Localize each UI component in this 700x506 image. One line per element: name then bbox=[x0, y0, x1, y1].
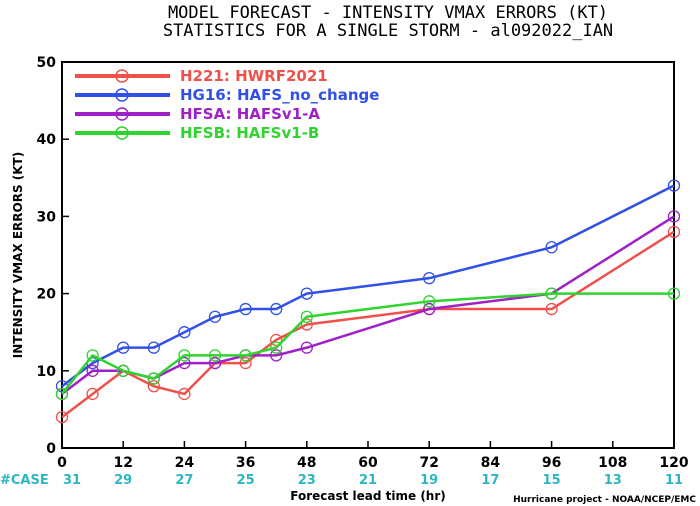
data-point bbox=[117, 341, 130, 354]
data-point bbox=[270, 333, 283, 347]
legend-item: HG16: HAFS_no_change bbox=[75, 86, 379, 104]
data-point bbox=[147, 341, 160, 354]
data-point bbox=[147, 380, 160, 393]
legend-item: HFSA: HAFSv1-A bbox=[75, 105, 320, 123]
case-count: 23 bbox=[298, 473, 316, 488]
series-line bbox=[61, 292, 674, 395]
data-point bbox=[208, 349, 222, 362]
case-count: 29 bbox=[114, 473, 132, 488]
data-point bbox=[545, 241, 558, 254]
data-point bbox=[208, 356, 222, 370]
data-point bbox=[239, 302, 252, 316]
case-count: 19 bbox=[420, 473, 438, 488]
legend-label: H221: HWRF2021 bbox=[180, 67, 328, 85]
x-tick-label: 60 bbox=[358, 455, 378, 471]
legend-item: H221: HWRF2021 bbox=[75, 67, 328, 85]
data-point bbox=[178, 349, 191, 362]
x-tick-label: 72 bbox=[419, 455, 438, 471]
series-line bbox=[61, 230, 675, 419]
x-tick-label: 84 bbox=[481, 455, 501, 471]
legend-swatch-marker bbox=[115, 107, 129, 121]
y-tick-label: 0 bbox=[46, 441, 56, 457]
data-point bbox=[208, 310, 222, 323]
chart-title-line1: MODEL FORECAST - INTENSITY VMAX ERRORS (… bbox=[168, 3, 608, 23]
series-line bbox=[61, 184, 675, 388]
data-point bbox=[423, 295, 436, 308]
case-count: 21 bbox=[359, 473, 377, 488]
data-point bbox=[667, 225, 681, 238]
series-3 bbox=[55, 287, 681, 401]
x-axis-ticks: 0 12 24 36 48 60 72 84 96 108 120 bbox=[57, 441, 689, 471]
x-tick-label: 120 bbox=[659, 455, 688, 471]
y-tick-label: 10 bbox=[37, 364, 57, 380]
case-count: 31 bbox=[63, 473, 81, 488]
legend-label: HFSB: HAFSv1-B bbox=[180, 124, 319, 142]
case-count: 11 bbox=[665, 473, 683, 488]
data-point bbox=[239, 356, 252, 370]
case-label: #CASE bbox=[0, 473, 49, 488]
x-axis-label: Forecast lead time (hr) bbox=[290, 489, 446, 503]
series-0 bbox=[55, 225, 681, 424]
data-point bbox=[300, 341, 313, 354]
x-tick-label: 96 bbox=[542, 455, 561, 471]
x-tick-label: 108 bbox=[598, 455, 627, 471]
y-tick-label: 30 bbox=[37, 209, 57, 225]
y-axis-label: INTENSITY VMAX ERRORS (KT) bbox=[11, 152, 25, 358]
y-tick-label: 20 bbox=[37, 287, 57, 303]
data-point bbox=[270, 349, 283, 362]
y-tick-label: 40 bbox=[37, 132, 57, 148]
y-axis-ticks: 0 10 20 30 40 50 bbox=[37, 55, 69, 457]
case-count: 13 bbox=[604, 473, 622, 488]
data-point bbox=[178, 356, 191, 370]
data-point bbox=[86, 364, 99, 377]
data-point bbox=[239, 349, 252, 362]
series-line bbox=[61, 215, 675, 395]
case-count: 15 bbox=[543, 473, 561, 488]
credit-text: Hurricane project - NOAA/NCEP/EMC bbox=[513, 495, 696, 505]
data-point bbox=[545, 287, 558, 300]
x-tick-label: 36 bbox=[236, 455, 255, 471]
data-point bbox=[667, 179, 681, 192]
data-point bbox=[300, 310, 313, 323]
y-tick-label: 50 bbox=[37, 55, 57, 71]
data-point bbox=[178, 387, 191, 401]
x-tick-label: 24 bbox=[175, 455, 195, 471]
data-point bbox=[55, 410, 69, 424]
series-1 bbox=[55, 179, 681, 393]
plot-frame bbox=[61, 61, 675, 449]
data-point bbox=[178, 326, 191, 339]
legend-swatch-marker bbox=[115, 88, 129, 102]
data-point bbox=[423, 302, 436, 316]
data-point bbox=[545, 302, 558, 316]
series-layer bbox=[55, 179, 681, 424]
legend-swatch-marker bbox=[115, 69, 129, 83]
data-point bbox=[667, 210, 681, 223]
data-point bbox=[55, 387, 69, 401]
legend-label: HG16: HAFS_no_change bbox=[180, 86, 379, 104]
data-point bbox=[300, 287, 313, 300]
x-tick-label: 12 bbox=[113, 455, 132, 471]
data-point bbox=[667, 287, 681, 300]
x-tick-label: 0 bbox=[57, 455, 67, 471]
data-point bbox=[423, 272, 436, 285]
series-2 bbox=[55, 210, 681, 401]
case-count: 25 bbox=[237, 473, 255, 488]
legend-swatch-marker bbox=[115, 126, 129, 140]
case-counts: 31 29 27 25 23 21 19 17 15 13 11 bbox=[63, 473, 683, 488]
legend-item: HFSB: HAFSv1-B bbox=[75, 124, 319, 142]
data-point bbox=[86, 349, 99, 362]
chart-title-line2: STATISTICS FOR A SINGLE STORM - al092022… bbox=[163, 21, 613, 41]
data-point bbox=[270, 302, 283, 316]
data-point bbox=[117, 364, 130, 377]
data-point bbox=[270, 341, 283, 354]
x-tick-label: 48 bbox=[297, 455, 316, 471]
data-point bbox=[300, 318, 313, 331]
case-count: 17 bbox=[481, 473, 499, 488]
legend-label: HFSA: HAFSv1-A bbox=[180, 105, 320, 123]
data-point bbox=[147, 372, 160, 385]
data-point bbox=[86, 387, 99, 401]
case-count: 27 bbox=[175, 473, 193, 488]
